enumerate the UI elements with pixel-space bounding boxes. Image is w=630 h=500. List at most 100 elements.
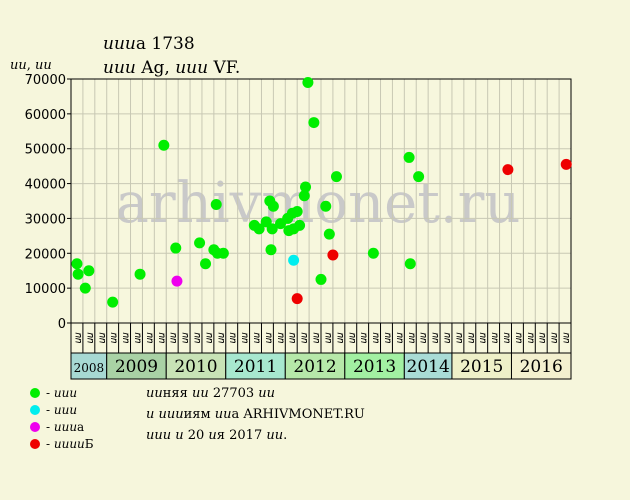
y-tick-label: 50000 (25, 143, 66, 158)
legend-swatch (30, 438, 40, 449)
half-year-label: 𝑢𝑢 (406, 332, 417, 343)
half-year-label: 𝑢𝑢 (228, 332, 239, 343)
data-point (413, 171, 425, 183)
half-year-label: 𝑢𝑢 (382, 332, 393, 343)
data-point (107, 296, 119, 308)
data-point (71, 258, 83, 270)
legend-item: - 𝑢𝑢𝑢 (30, 384, 94, 401)
chart-subtitle: 𝑢𝑢𝑢 Ag, 𝑢𝑢𝑢 VF. (103, 58, 241, 78)
data-point (298, 190, 310, 202)
y-tick-label: 20000 (25, 247, 66, 262)
watermark: arhivmonet.ru (116, 171, 521, 236)
half-year-label: 𝑢𝑢 (561, 332, 572, 343)
data-point (330, 171, 342, 183)
half-year-label: 𝑢𝑢 (537, 332, 548, 343)
y-tick-label: 70000 (25, 73, 66, 88)
legend: - 𝑢𝑢𝑢 - 𝑢𝑢𝑢 - 𝑢𝑢𝑢а - 𝑢𝑢𝑢𝑢Б (30, 384, 94, 452)
data-point (327, 249, 339, 261)
half-year-label: 𝑢𝑢 (192, 332, 203, 343)
data-point (79, 282, 91, 294)
year-label: 2015 (460, 357, 503, 377)
year-cell (284, 352, 346, 380)
legend-label: - 𝑢𝑢𝑢 (46, 402, 78, 417)
chart-title: 𝑢𝑢𝑢а 1738 (103, 34, 195, 54)
half-year-label: 𝑢𝑢 (73, 332, 84, 343)
half-year-label: 𝑢𝑢 (335, 332, 346, 343)
year-label: 2013 (353, 357, 396, 377)
legend-swatch (30, 387, 40, 398)
y-tick-label: 10000 (25, 282, 66, 297)
year-label: 2016 (520, 357, 563, 377)
half-year-label: 𝑢𝑢 (132, 332, 143, 343)
half-year-label: 𝑢𝑢 (252, 332, 263, 343)
data-point (308, 117, 320, 129)
half-year-label: 𝑢𝑢 (311, 332, 322, 343)
legend-item: - 𝑢𝑢𝑢 (30, 401, 94, 418)
data-point (403, 151, 415, 163)
year-label: 2009 (115, 357, 158, 377)
half-year-label: 𝑢𝑢 (240, 332, 251, 343)
legend-item: - 𝑢𝑢𝑢а (30, 418, 94, 435)
data-point (300, 181, 312, 193)
data-point (294, 219, 306, 231)
half-year-label: 𝑢𝑢 (394, 332, 405, 343)
half-year-label: 𝑢𝑢 (168, 332, 179, 343)
data-point (210, 198, 222, 210)
data-point (265, 244, 277, 256)
data-point (367, 247, 379, 259)
legend-item: - 𝑢𝑢𝑢𝑢Б (30, 435, 94, 452)
half-year-label: 𝑢𝑢 (299, 332, 310, 343)
footer-average: 𝑢𝑢няя 𝑢𝑢 27703 𝑢𝑢 (146, 386, 276, 401)
data-point (320, 200, 332, 212)
data-point (267, 200, 279, 212)
year-cell (225, 352, 286, 380)
year-cell (344, 352, 405, 380)
half-year-label: 𝑢𝑢 (97, 332, 108, 343)
half-year-label: 𝑢𝑢 (144, 332, 155, 343)
half-year-label: 𝑢𝑢 (287, 332, 298, 343)
half-year-label: 𝑢𝑢 (156, 332, 167, 343)
data-point (502, 164, 514, 176)
x-axis-half-year-labels: 𝑢𝑢 𝑢𝑢 𝑢𝑢 𝑢𝑢 𝑢𝑢 𝑢𝑢 𝑢𝑢 𝑢𝑢 𝑢𝑢 𝑢𝑢 𝑢𝑢 𝑢𝑢 𝑢𝑢 𝑢𝑢 𝑢𝑢 𝑢𝑢 𝑢𝑢 𝑢𝑢 𝑢𝑢 𝑢𝑢… (70, 322, 572, 354)
legend-swatch (30, 404, 40, 415)
y-tick-label: 60000 (25, 108, 66, 123)
data-point (170, 242, 182, 254)
half-year-label: 𝑢𝑢 (109, 332, 120, 343)
year-label: 2014 (407, 357, 450, 377)
year-label: 2010 (174, 357, 217, 377)
half-year-label: 𝑢𝑢 (525, 332, 536, 343)
legend-label: - 𝑢𝑢𝑢а (46, 419, 85, 434)
half-year-label: 𝑢𝑢 (478, 332, 489, 343)
half-year-label: 𝑢𝑢 (347, 332, 358, 343)
half-year-label: 𝑢𝑢 (371, 332, 382, 343)
data-point (158, 139, 170, 151)
year-cell (451, 352, 512, 380)
data-point (291, 205, 303, 217)
half-year-label: 𝑢𝑢 (502, 332, 513, 343)
half-year-label: 𝑢𝑢 (513, 332, 524, 343)
legend-swatch (30, 421, 40, 432)
data-point (200, 258, 212, 270)
year-label: 2008 (74, 361, 105, 375)
half-year-label: 𝑢𝑢 (490, 332, 501, 343)
footer-source: 𝑢 𝑢𝑢𝑢иям 𝑢𝑢а ARHIVMONET.RU (146, 407, 365, 422)
data-point (217, 247, 229, 259)
half-year-label: 𝑢𝑢 (204, 332, 215, 343)
data-point (404, 258, 416, 270)
half-year-label: 𝑢𝑢 (549, 332, 560, 343)
half-year-label: 𝑢𝑢 (263, 332, 274, 343)
data-point (560, 158, 572, 170)
y-tick-label: 0 (58, 317, 66, 332)
year-label: 2011 (234, 357, 277, 377)
half-year-label: 𝑢𝑢 (466, 332, 477, 343)
data-points (71, 76, 572, 308)
data-point (72, 268, 84, 280)
data-point (323, 228, 335, 240)
data-point (134, 268, 146, 280)
half-year-label: 𝑢𝑢 (430, 332, 441, 343)
footer-info: 𝑢𝑢няя 𝑢𝑢 27703 𝑢𝑢 𝑢 𝑢𝑢𝑢иям 𝑢𝑢а ARHIVMONE… (146, 383, 365, 446)
legend-label: - 𝑢𝑢𝑢 (46, 385, 78, 400)
data-point (291, 293, 303, 305)
half-year-label: 𝑢𝑢 (180, 332, 191, 343)
